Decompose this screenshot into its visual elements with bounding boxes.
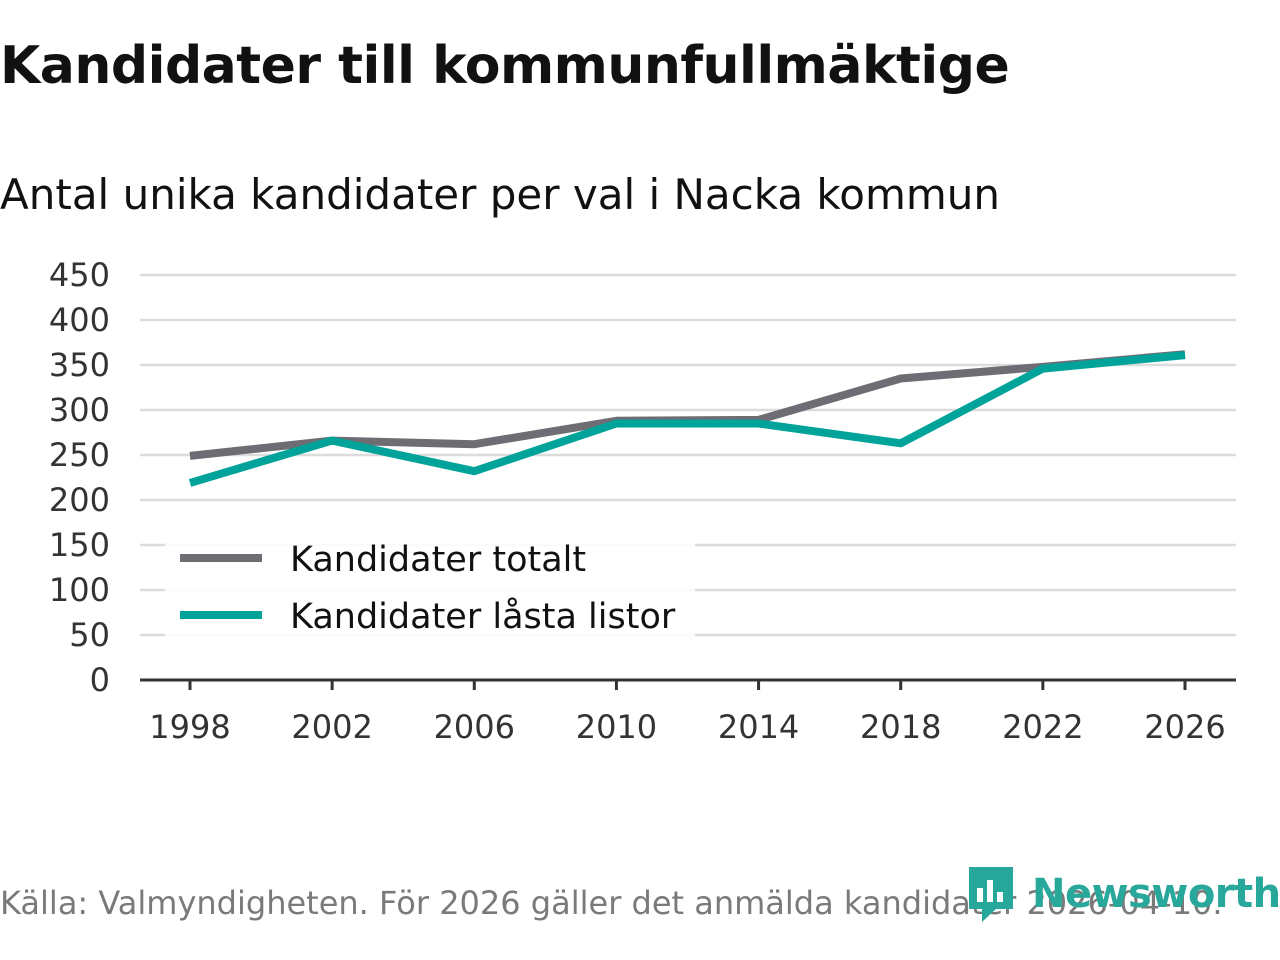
x-tick-label: 2014 [718,708,799,746]
x-tick-label: 2022 [1002,708,1083,746]
y-tick-label: 400 [49,301,110,339]
x-tick-label: 1998 [149,708,230,746]
newsworthy-logo-icon [969,867,1013,922]
legend-background [165,530,695,642]
y-tick-label: 200 [49,481,110,519]
y-tick-label: 250 [49,436,110,474]
y-tick-label: 0 [90,661,110,699]
legend-label: Kandidater totalt [290,540,586,580]
y-axis-ticks: 0 50 100 150 200 250 300 350 400 450 [49,256,110,699]
y-tick-label: 450 [49,256,110,294]
source-note: Källa: Valmyndigheten. För 2026 gäller d… [0,884,1223,922]
y-tick-label: 350 [49,346,110,384]
y-tick-label: 100 [49,571,110,609]
legend: Kandidater totalt Kandidater låsta listor [165,530,695,642]
x-tick-label: 2006 [434,708,515,746]
series-lines [188,350,1186,487]
x-axis-ticks: 1998 2002 2006 2010 2014 2018 2022 2026 [149,680,1226,746]
legend-label: Kandidater låsta listor [290,596,676,637]
y-tick-label: 150 [49,526,110,564]
series-line-kandidater-lasta-listor [188,351,1186,487]
newsworthy-logo: Newsworthy [966,864,1280,924]
x-tick-label: 2002 [291,708,372,746]
y-tick-label: 50 [69,616,110,654]
y-tick-label: 300 [49,391,110,429]
chart-title: Kandidater till kommunfullmäktige [0,36,1010,96]
chart-subtitle: Antal unika kandidater per val i Nacka k… [0,170,1001,219]
x-tick-label: 2018 [860,708,941,746]
brand-name: Newsworthy [1032,871,1280,917]
x-tick-label: 2026 [1144,708,1225,746]
x-tick-label: 2010 [576,708,657,746]
